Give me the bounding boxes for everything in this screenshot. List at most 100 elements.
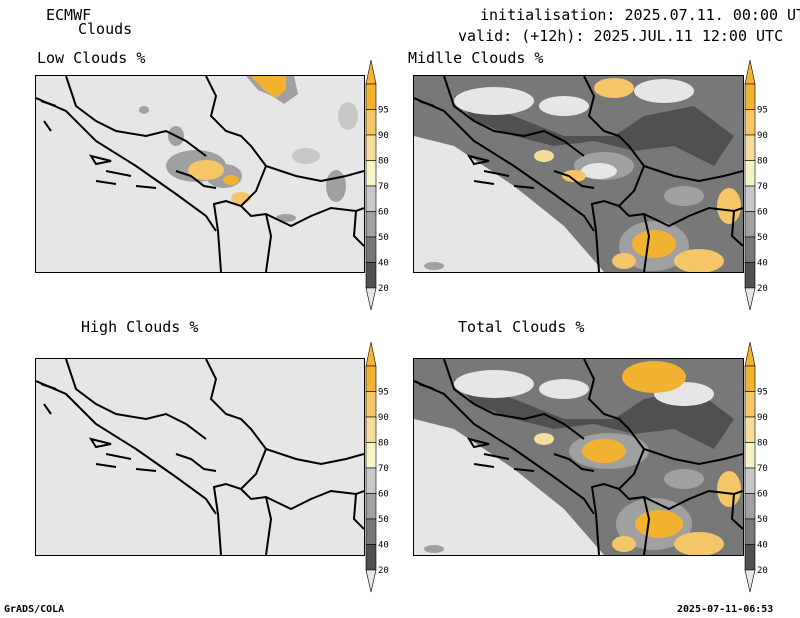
colorbar-label-90: 90	[378, 131, 389, 141]
initialisation-label: initialisation: 2025.07.11. 00:00 UTC	[480, 6, 800, 24]
colorbar-label-80: 80	[757, 439, 768, 449]
middle-clouds-map	[413, 75, 744, 273]
colorbar-swatch-60	[365, 467, 377, 494]
colorbar-label-80: 80	[378, 157, 389, 167]
borders	[414, 76, 743, 272]
colorbar-swatch-80	[744, 134, 756, 161]
colorbar-swatch-40	[365, 518, 377, 545]
colorbar-arrow-min	[744, 569, 756, 593]
colorbar-swatch-40	[744, 518, 756, 545]
low-clouds-map	[35, 75, 365, 273]
colorbar-swatch-20	[744, 262, 756, 289]
colorbar-label-60: 60	[378, 208, 389, 218]
colorbar-label-50: 50	[378, 515, 389, 525]
high-clouds-title: High Clouds %	[81, 318, 199, 336]
colorbar-arrow-max	[744, 341, 756, 367]
colorbar-swatch-95	[744, 365, 756, 392]
colorbar-swatch-80	[744, 416, 756, 443]
colorbar-swatch-50	[744, 493, 756, 520]
colorbar-label-20: 20	[757, 566, 768, 576]
colorbar-label-95: 95	[378, 106, 389, 116]
colorbar-total: 95 90 80 70 60 50 40 20	[743, 341, 773, 593]
colorbar-low: 95 90 80 70 60 50 40 20	[364, 59, 394, 311]
high-clouds-map	[35, 358, 365, 556]
total-cloud-field	[414, 359, 743, 555]
colorbar-label-95: 95	[757, 388, 768, 398]
colorbar-label-90: 90	[757, 413, 768, 423]
colorbar-swatch-60	[744, 467, 756, 494]
colorbar-swatch-60	[744, 185, 756, 212]
low-clouds-title: Low Clouds %	[37, 49, 146, 67]
borders	[36, 76, 364, 272]
colorbar-swatch-60	[365, 185, 377, 212]
colorbar-swatch-70	[365, 442, 377, 469]
low-cloud-field	[139, 76, 358, 222]
colorbar-middle: 95 90 80 70 60 50 40 20	[743, 59, 773, 311]
colorbar-swatch-95	[365, 365, 377, 392]
colorbar-label-60: 60	[378, 490, 389, 500]
colorbar-label-40: 40	[757, 541, 768, 551]
colorbar-swatch-90	[744, 109, 756, 136]
colorbar-arrow-max	[744, 59, 756, 85]
colorbar-arrow-min	[365, 287, 377, 311]
islands	[418, 100, 535, 189]
borders	[414, 359, 743, 555]
total-clouds-title: Total Clouds %	[458, 318, 585, 336]
colorbar-label-70: 70	[757, 182, 768, 192]
colorbar-label-80: 80	[757, 157, 768, 167]
colorbar-swatch-70	[744, 442, 756, 469]
colorbar-label-70: 70	[757, 464, 768, 474]
colorbar-swatch-95	[365, 83, 377, 110]
product-label: Clouds	[78, 20, 133, 38]
colorbar-label-40: 40	[378, 259, 389, 269]
colorbar-label-50: 50	[757, 515, 768, 525]
colorbar-label-95: 95	[378, 388, 389, 398]
colorbar-label-70: 70	[378, 464, 389, 474]
colorbar-arrow-min	[744, 287, 756, 311]
colorbar-swatch-95	[744, 83, 756, 110]
colorbar-label-50: 50	[757, 233, 768, 243]
colorbar-swatch-70	[744, 160, 756, 187]
colorbar-label-20: 20	[378, 566, 389, 576]
colorbar-label-20: 20	[378, 284, 389, 294]
colorbar-arrow-max	[365, 59, 377, 85]
colorbar-label-20: 20	[757, 284, 768, 294]
colorbar-swatch-90	[365, 391, 377, 418]
footer-software-label: GrADS/COLA	[4, 604, 65, 615]
colorbar-swatch-50	[365, 211, 377, 238]
footer-timestamp-label: 2025-07-11-06:53	[677, 604, 774, 615]
colorbar-swatch-80	[365, 134, 377, 161]
colorbar-label-60: 60	[757, 490, 768, 500]
colorbar-label-95: 95	[757, 106, 768, 116]
colorbar-swatch-50	[744, 211, 756, 238]
islands	[40, 383, 157, 472]
colorbar-swatch-40	[744, 236, 756, 263]
total-clouds-map	[413, 358, 744, 556]
colorbar-swatch-70	[365, 160, 377, 187]
middle-clouds-title: Midlle Clouds %	[408, 49, 544, 67]
colorbar-label-90: 90	[757, 131, 768, 141]
borders	[36, 359, 364, 555]
islands	[40, 100, 157, 189]
colorbar-label-50: 50	[378, 233, 389, 243]
colorbar-swatch-20	[744, 544, 756, 571]
colorbar-arrow-max	[365, 341, 377, 367]
colorbar-label-60: 60	[757, 208, 768, 218]
colorbar-swatch-40	[365, 236, 377, 263]
colorbar-label-40: 40	[757, 259, 768, 269]
colorbar-label-40: 40	[378, 541, 389, 551]
colorbar-label-90: 90	[378, 413, 389, 423]
islands	[418, 383, 535, 472]
middle-cloud-field	[414, 76, 743, 272]
colorbar-arrow-min	[365, 569, 377, 593]
colorbar-swatch-90	[365, 109, 377, 136]
colorbar-label-70: 70	[378, 182, 389, 192]
colorbar-swatch-50	[365, 493, 377, 520]
colorbar-swatch-90	[744, 391, 756, 418]
colorbar-label-80: 80	[378, 439, 389, 449]
colorbar-swatch-20	[365, 544, 377, 571]
model-label: ECMWF	[46, 6, 92, 24]
valid-time-label: valid: (+12h): 2025.JUL.11 12:00 UTC	[458, 27, 784, 45]
colorbar-swatch-20	[365, 262, 377, 289]
colorbar-swatch-80	[365, 416, 377, 443]
